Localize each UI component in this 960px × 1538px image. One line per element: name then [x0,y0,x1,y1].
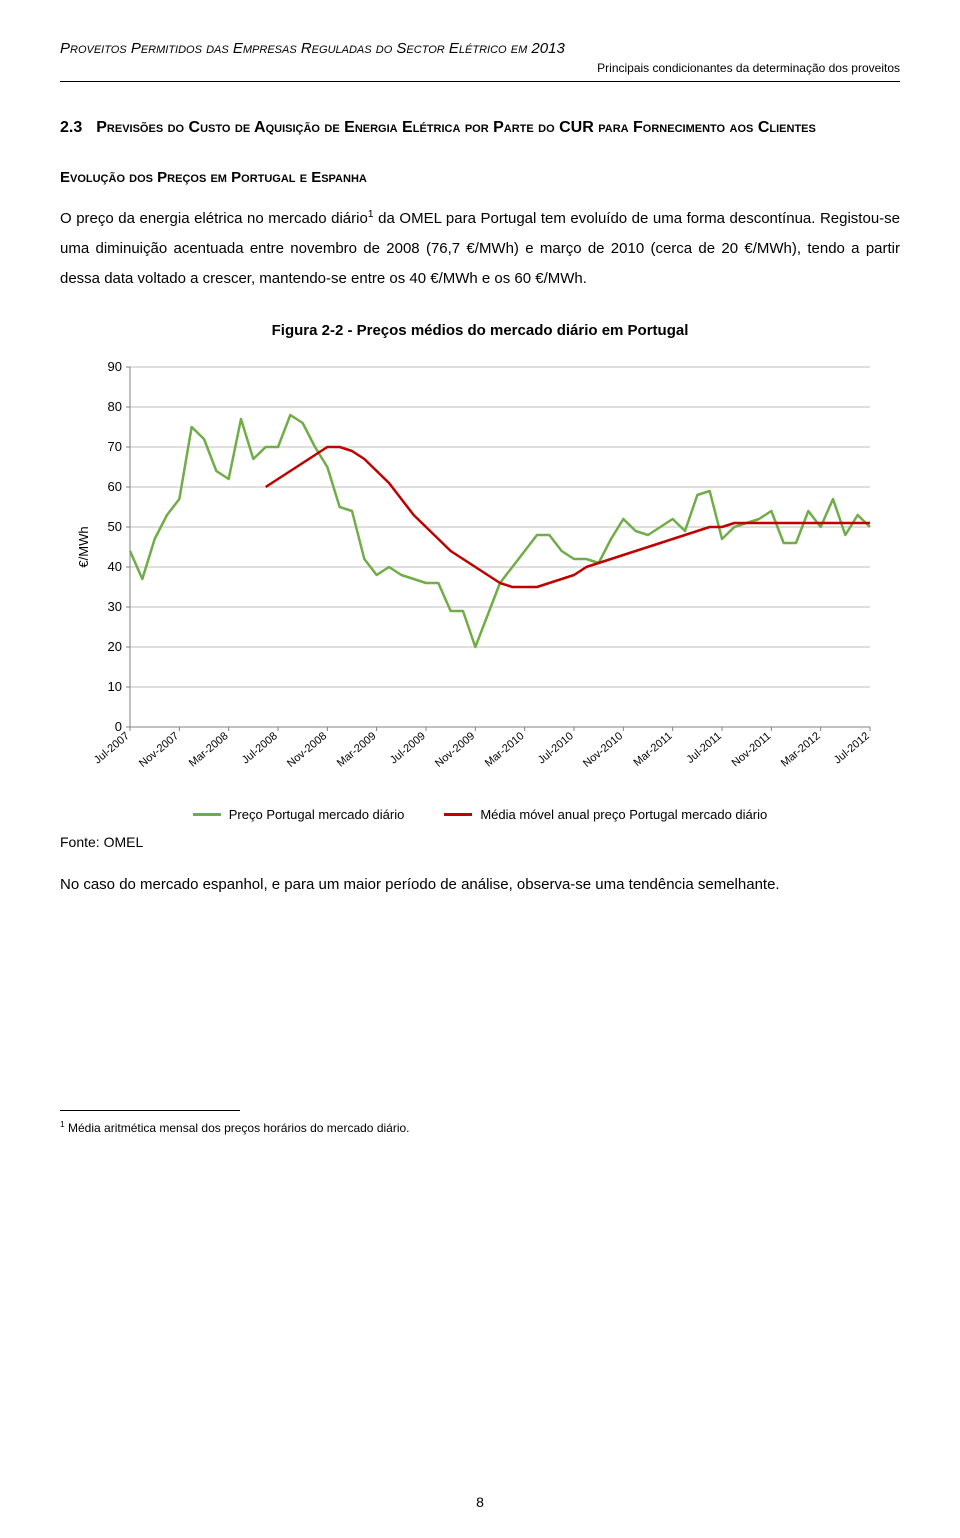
running-header: Proveitos Permitidos das Empresas Regula… [60,40,900,57]
chart-container: 0102030405060708090€/MWhJul-2007Nov-2007… [60,357,900,797]
legend-item-1: Preço Portugal mercado diário [193,807,405,822]
chart-legend: Preço Portugal mercado diário Média móve… [60,807,900,822]
svg-text:10: 10 [108,679,122,694]
figure-source: Fonte: OMEL [60,834,900,850]
footnote-text: Média aritmética mensal dos preços horár… [65,1121,410,1135]
footnote-rule [60,1110,240,1111]
svg-text:80: 80 [108,399,122,414]
legend-label-2: Média móvel anual preço Portugal mercado… [480,807,767,822]
svg-text:70: 70 [108,439,122,454]
svg-text:Nov-2007: Nov-2007 [137,730,181,770]
svg-text:Nov-2009: Nov-2009 [433,730,477,770]
svg-text:Jul-2007: Jul-2007 [92,730,132,766]
paragraph-1: O preço da energia elétrica no mercado d… [60,204,900,294]
svg-text:Jul-2011: Jul-2011 [685,730,724,766]
paragraph-2: No caso do mercado espanhol, e para um m… [60,870,900,900]
header-rule [60,81,900,82]
svg-text:Jul-2009: Jul-2009 [388,730,428,766]
para1-part-a: O preço da energia elétrica no mercado d… [60,210,368,227]
svg-text:Mar-2009: Mar-2009 [335,730,379,769]
svg-text:Nov-2008: Nov-2008 [285,730,329,770]
svg-text:Jul-2010: Jul-2010 [536,730,576,766]
svg-text:20: 20 [108,639,122,654]
subheading: Evolução dos Preços em Portugal e Espanh… [60,169,900,186]
sub-header: Principais condicionantes da determinaçã… [60,61,900,75]
legend-swatch-2 [444,813,472,816]
svg-text:40: 40 [108,559,122,574]
svg-text:Nov-2011: Nov-2011 [730,730,774,769]
section-title: Previsões do Custo de Aquisição de Energ… [96,119,816,136]
legend-swatch-1 [193,813,221,816]
page-number: 8 [0,1494,960,1510]
svg-text:Mar-2010: Mar-2010 [483,730,527,769]
svg-text:Mar-2011: Mar-2011 [631,730,674,769]
svg-text:Mar-2008: Mar-2008 [187,730,231,769]
svg-text:Jul-2008: Jul-2008 [240,730,280,766]
figure-caption: Figura 2-2 - Preços médios do mercado di… [60,322,900,339]
svg-text:Mar-2012: Mar-2012 [779,730,823,769]
svg-text:Nov-2010: Nov-2010 [581,730,625,770]
line-chart: 0102030405060708090€/MWhJul-2007Nov-2007… [70,357,890,797]
svg-text:€/MWh: €/MWh [76,527,91,568]
section-heading: 2.3 Previsões do Custo de Aquisição de En… [60,110,900,145]
svg-text:30: 30 [108,599,122,614]
section-number: 2.3 [60,119,82,136]
footnote-1: 1 Média aritmética mensal dos preços hor… [60,1119,900,1135]
legend-item-2: Média móvel anual preço Portugal mercado… [444,807,767,822]
svg-text:50: 50 [108,519,122,534]
svg-text:Jul-2012: Jul-2012 [832,730,872,766]
legend-label-1: Preço Portugal mercado diário [229,807,405,822]
svg-text:60: 60 [108,479,122,494]
svg-text:90: 90 [108,359,122,374]
